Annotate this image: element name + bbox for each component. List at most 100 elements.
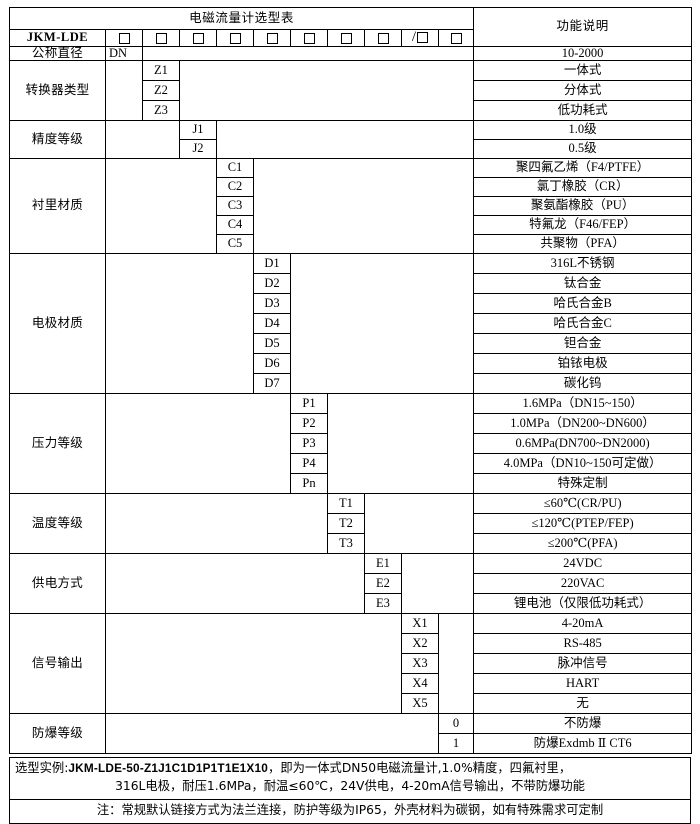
desc-cell-d3: 哈氏合金B <box>473 292 693 314</box>
desc-cell-p2: 1.0MPa（DN200~DN600） <box>473 412 693 434</box>
code-cell-d5: D5 <box>253 332 291 354</box>
table-row: 衬里材质 C1 聚四氟乙烯（F4/PTFE） <box>9 157 693 254</box>
example-line1-tail: ，即为一体式DN50电磁流量计,1.0%精度，四氟衬里， <box>268 761 572 776</box>
desc-cell-t3: ≤200℃(PFA) <box>473 532 693 554</box>
desc-cell-d2: 钛合金 <box>473 272 693 294</box>
checkbox-cell-3[interactable] <box>179 29 217 47</box>
example-label: 选型实例: <box>15 761 69 776</box>
category-label-electrode-material: 电极材质 <box>9 252 106 394</box>
table-row: 电极材质 D1 316L不锈钢 <box>9 252 693 394</box>
checkbox-icon[interactable] <box>377 32 389 44</box>
selection-example-note: 选型实例:JKM-LDE-50-Z1J1C1D1P1T1E1X10，即为一体式D… <box>9 756 691 800</box>
code-cell-z1: Z1 <box>142 59 180 81</box>
checkbox-cell-4[interactable] <box>216 29 254 47</box>
code-cell-d1: D1 <box>253 252 291 274</box>
desc-cell-ex1: 防爆Exdmb Ⅱ CT6 <box>473 732 693 754</box>
code-cell-p1: P1 <box>290 392 328 414</box>
desc-cell-t1: ≤60℃(CR/PU) <box>473 492 693 514</box>
category-label-signal-output: 信号输出 <box>9 612 106 714</box>
code-cell-d6: D6 <box>253 352 291 374</box>
code-cell-j2: J2 <box>179 138 217 159</box>
desc-cell-c1: 聚四氟乙烯（F4/PTFE） <box>473 157 693 178</box>
category-label-temperature-class: 温度等级 <box>9 492 106 554</box>
desc-cell-c5: 共聚物（PFA） <box>473 233 693 254</box>
slash-separator: / <box>411 29 417 45</box>
spacer-cell <box>437 612 475 714</box>
spacer-cell <box>105 492 328 554</box>
spacer-cell <box>105 59 143 121</box>
table-title-row: 电磁流量计选型表 功能说明 <box>8 7 693 47</box>
code-cell-e3: E3 <box>364 592 402 614</box>
spacer-cell <box>252 157 475 254</box>
spacer-cell <box>105 552 365 614</box>
table-row: D5 钽合金 <box>10 332 693 354</box>
spacer-cell <box>105 252 254 394</box>
code-cell-e2: E2 <box>364 572 402 594</box>
category-label-explosion-proof: 防爆等级 <box>9 712 106 754</box>
checkbox-cell-8[interactable] <box>364 29 402 47</box>
checkbox-icon[interactable] <box>417 32 429 44</box>
spacer-cell <box>289 252 475 394</box>
spacer-cell <box>141 45 475 61</box>
table-row: 温度等级 T1 ≤60℃(CR/PU) <box>9 492 693 554</box>
checkbox-cell-6[interactable] <box>290 29 328 47</box>
spacer-cell <box>105 157 217 254</box>
table-row: 转换器类型 Z1 一体式 <box>9 59 693 121</box>
table-row: 信号输出 X1 4-20mA <box>9 612 693 714</box>
table-row: D3 哈氏合金B <box>10 292 693 314</box>
checkbox-icon[interactable] <box>155 32 167 44</box>
desc-cell-j1: 1.0级 <box>473 119 693 140</box>
checkbox-icon[interactable] <box>303 32 315 44</box>
table-row: P3 0.6MPa(DN700~DN2000) <box>10 432 693 454</box>
desc-cell-e1: 24VDC <box>473 552 693 574</box>
checkbox-icon[interactable] <box>229 32 241 44</box>
desc-cell-z2: 分体式 <box>473 79 693 101</box>
function-column-header: 功能说明 <box>473 7 693 47</box>
checkbox-cell-10[interactable] <box>437 29 475 47</box>
checkbox-icon[interactable] <box>266 32 278 44</box>
desc-cell-p4: 4.0MPa（DN10~150可定做） <box>473 452 693 474</box>
model-prefix: JKM-LDE <box>9 29 106 47</box>
checkbox-icon[interactable] <box>340 32 352 44</box>
desc-cell-z3: 低功耗式 <box>473 99 693 121</box>
checkbox-icon[interactable] <box>118 32 130 44</box>
checkbox-cell-2[interactable] <box>142 29 180 47</box>
code-cell-x2: X2 <box>401 632 439 654</box>
checkbox-cell-9[interactable]: / <box>401 29 439 47</box>
desc-cell-ex0: 不防爆 <box>473 712 693 734</box>
desc-cell-z1: 一体式 <box>473 59 693 81</box>
table-row: X2 RS-485 <box>10 632 693 654</box>
desc-cell-c3: 聚氨酯橡胶（PU） <box>473 195 693 216</box>
code-cell-c4: C4 <box>216 214 254 235</box>
spacer-cell <box>105 712 439 754</box>
model-selection-table: 电磁流量计选型表 功能说明 JKM-LDE / 公称直径 DN <box>8 7 693 754</box>
checkbox-cell-1[interactable] <box>105 29 143 47</box>
spacer-cell <box>105 612 402 714</box>
spacer-cell <box>363 492 475 554</box>
desc-cell-c4: 特氟龙（F46/FEP） <box>473 214 693 235</box>
code-cell-x4: X4 <box>401 672 439 694</box>
checkbox-icon[interactable] <box>192 32 204 44</box>
table-row: D2 钛合金 <box>10 272 693 294</box>
table-row: 公称直径 DN 10-2000 <box>9 45 693 61</box>
category-label-power-supply: 供电方式 <box>9 552 106 614</box>
category-label-lining-material: 衬里材质 <box>9 157 106 254</box>
table-row: C2 氯丁橡胶（CR） <box>10 176 693 197</box>
spacer-cell <box>326 392 475 494</box>
code-cell-t2: T2 <box>327 512 365 534</box>
code-cell-z2: Z2 <box>142 79 180 101</box>
desc-cell-c2: 氯丁橡胶（CR） <box>473 176 693 197</box>
checkbox-icon[interactable] <box>450 32 462 44</box>
code-cell-c1: C1 <box>216 157 254 178</box>
code-cell-t1: T1 <box>327 492 365 514</box>
table-title: 电磁流量计选型表 <box>8 7 475 30</box>
code-cell-c2: C2 <box>216 176 254 197</box>
category-label-converter-type: 转换器类型 <box>9 59 106 121</box>
table-row: D6 铂铱电极 <box>10 352 693 374</box>
checkbox-cell-5[interactable] <box>253 29 291 47</box>
checkbox-cell-7[interactable] <box>327 29 365 47</box>
spacer-cell <box>400 552 475 614</box>
code-cell-d2: D2 <box>253 272 291 294</box>
table-row: 防爆等级 0 不防爆 <box>9 712 693 754</box>
